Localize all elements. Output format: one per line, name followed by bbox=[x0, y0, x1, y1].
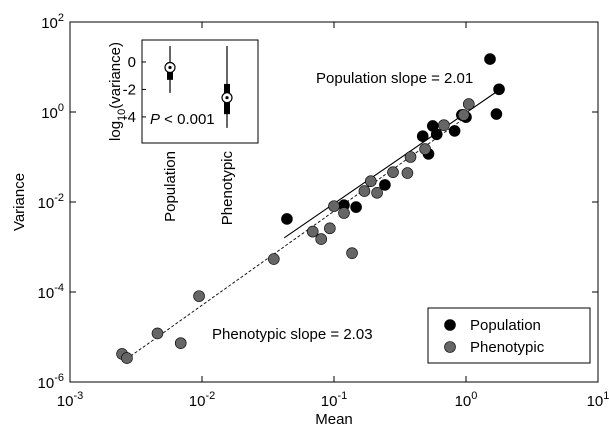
inset-tick-label: -4 bbox=[123, 109, 136, 126]
annotation: Population slope = 2.01 bbox=[316, 70, 473, 87]
median-dot bbox=[168, 65, 172, 70]
data-point bbox=[350, 201, 362, 213]
data-point bbox=[371, 187, 383, 199]
tick-label: 10-2 bbox=[189, 390, 215, 410]
annotation: Phenotypic slope = 2.03 bbox=[212, 326, 373, 343]
inset-category: Phenotypic bbox=[219, 151, 236, 226]
data-point bbox=[438, 119, 450, 131]
data-point bbox=[490, 108, 503, 120]
tick-base: 10 bbox=[38, 285, 55, 302]
data-point bbox=[338, 207, 350, 219]
inset-y-label-sub: 10 bbox=[116, 109, 128, 121]
inset-frame bbox=[141, 39, 259, 144]
tick-base: 10 bbox=[189, 393, 206, 410]
data-point bbox=[174, 337, 187, 349]
data-point bbox=[358, 185, 371, 197]
tick-exponent: -6 bbox=[54, 372, 64, 384]
tick-label: 102 bbox=[41, 12, 64, 32]
data-point bbox=[328, 200, 340, 212]
tick-base: 10 bbox=[455, 393, 472, 410]
legend-box bbox=[427, 307, 591, 364]
tick-exponent: -2 bbox=[54, 192, 64, 204]
tick-label: 100 bbox=[455, 390, 478, 410]
tick-label: 10-4 bbox=[38, 282, 64, 302]
tick-base: 10 bbox=[38, 375, 55, 392]
tick-label: 101 bbox=[587, 390, 609, 410]
tick-exponent: -4 bbox=[54, 282, 64, 294]
tick-label: 10-1 bbox=[321, 390, 347, 410]
data-point bbox=[324, 222, 336, 235]
tick-exponent: 0 bbox=[471, 390, 477, 402]
legend-label: Phenotypic bbox=[470, 339, 545, 356]
tick-exponent: 1 bbox=[603, 390, 609, 402]
tick-label: 10-3 bbox=[57, 390, 83, 410]
legend-marker bbox=[444, 319, 456, 331]
data-point bbox=[364, 175, 377, 187]
data-point bbox=[268, 253, 280, 265]
median-dot bbox=[225, 96, 229, 100]
data-point bbox=[193, 290, 205, 302]
tick-exponent: -3 bbox=[73, 390, 83, 402]
data-point bbox=[484, 53, 496, 65]
data-point bbox=[493, 83, 505, 96]
data-point bbox=[281, 213, 293, 225]
data-point bbox=[401, 167, 414, 179]
tick-base: 10 bbox=[57, 393, 74, 410]
data-point bbox=[419, 143, 431, 155]
data-point bbox=[404, 151, 417, 163]
tick-base: 10 bbox=[587, 393, 604, 410]
tick-base: 10 bbox=[41, 105, 58, 122]
data-point bbox=[379, 179, 391, 191]
inset-y-label: log10(variance) bbox=[107, 42, 128, 141]
data-point bbox=[430, 128, 443, 141]
data-point bbox=[448, 125, 461, 137]
inset-tick-label: 0 bbox=[128, 54, 136, 71]
inset-y-label-part: log bbox=[107, 121, 124, 141]
inset-tick-label: -2 bbox=[123, 81, 136, 98]
tick-exponent: -2 bbox=[205, 390, 215, 402]
data-point bbox=[416, 130, 429, 142]
p-text: < 0.001 bbox=[160, 111, 215, 128]
tick-base: 10 bbox=[321, 393, 338, 410]
data-point bbox=[387, 166, 399, 178]
data-point bbox=[121, 352, 133, 364]
tick-label: 10-2 bbox=[38, 192, 64, 212]
tick-base: 10 bbox=[41, 15, 58, 32]
tick-exponent: 0 bbox=[58, 102, 64, 114]
legend-marker bbox=[444, 341, 456, 353]
tick-exponent: 2 bbox=[58, 12, 64, 24]
p-symbol: P bbox=[150, 111, 160, 128]
y-axis-label: Variance bbox=[11, 173, 28, 231]
tick-label: 10-6 bbox=[38, 372, 64, 392]
tick-label: 100 bbox=[41, 102, 64, 122]
data-point bbox=[151, 327, 164, 340]
data-point bbox=[346, 247, 358, 259]
data-point bbox=[315, 233, 328, 245]
box bbox=[167, 71, 173, 80]
legend-label: Population bbox=[470, 317, 541, 334]
data-point bbox=[462, 98, 475, 110]
inset-y-label-part: (variance) bbox=[107, 42, 124, 109]
tick-exponent: -1 bbox=[337, 390, 347, 402]
inset-category: Population bbox=[162, 151, 179, 222]
data-point bbox=[457, 109, 470, 121]
data-point bbox=[306, 225, 319, 238]
p-value: P < 0.001 bbox=[150, 111, 215, 128]
tick-base: 10 bbox=[38, 195, 55, 212]
x-axis-label: Mean bbox=[315, 411, 353, 428]
